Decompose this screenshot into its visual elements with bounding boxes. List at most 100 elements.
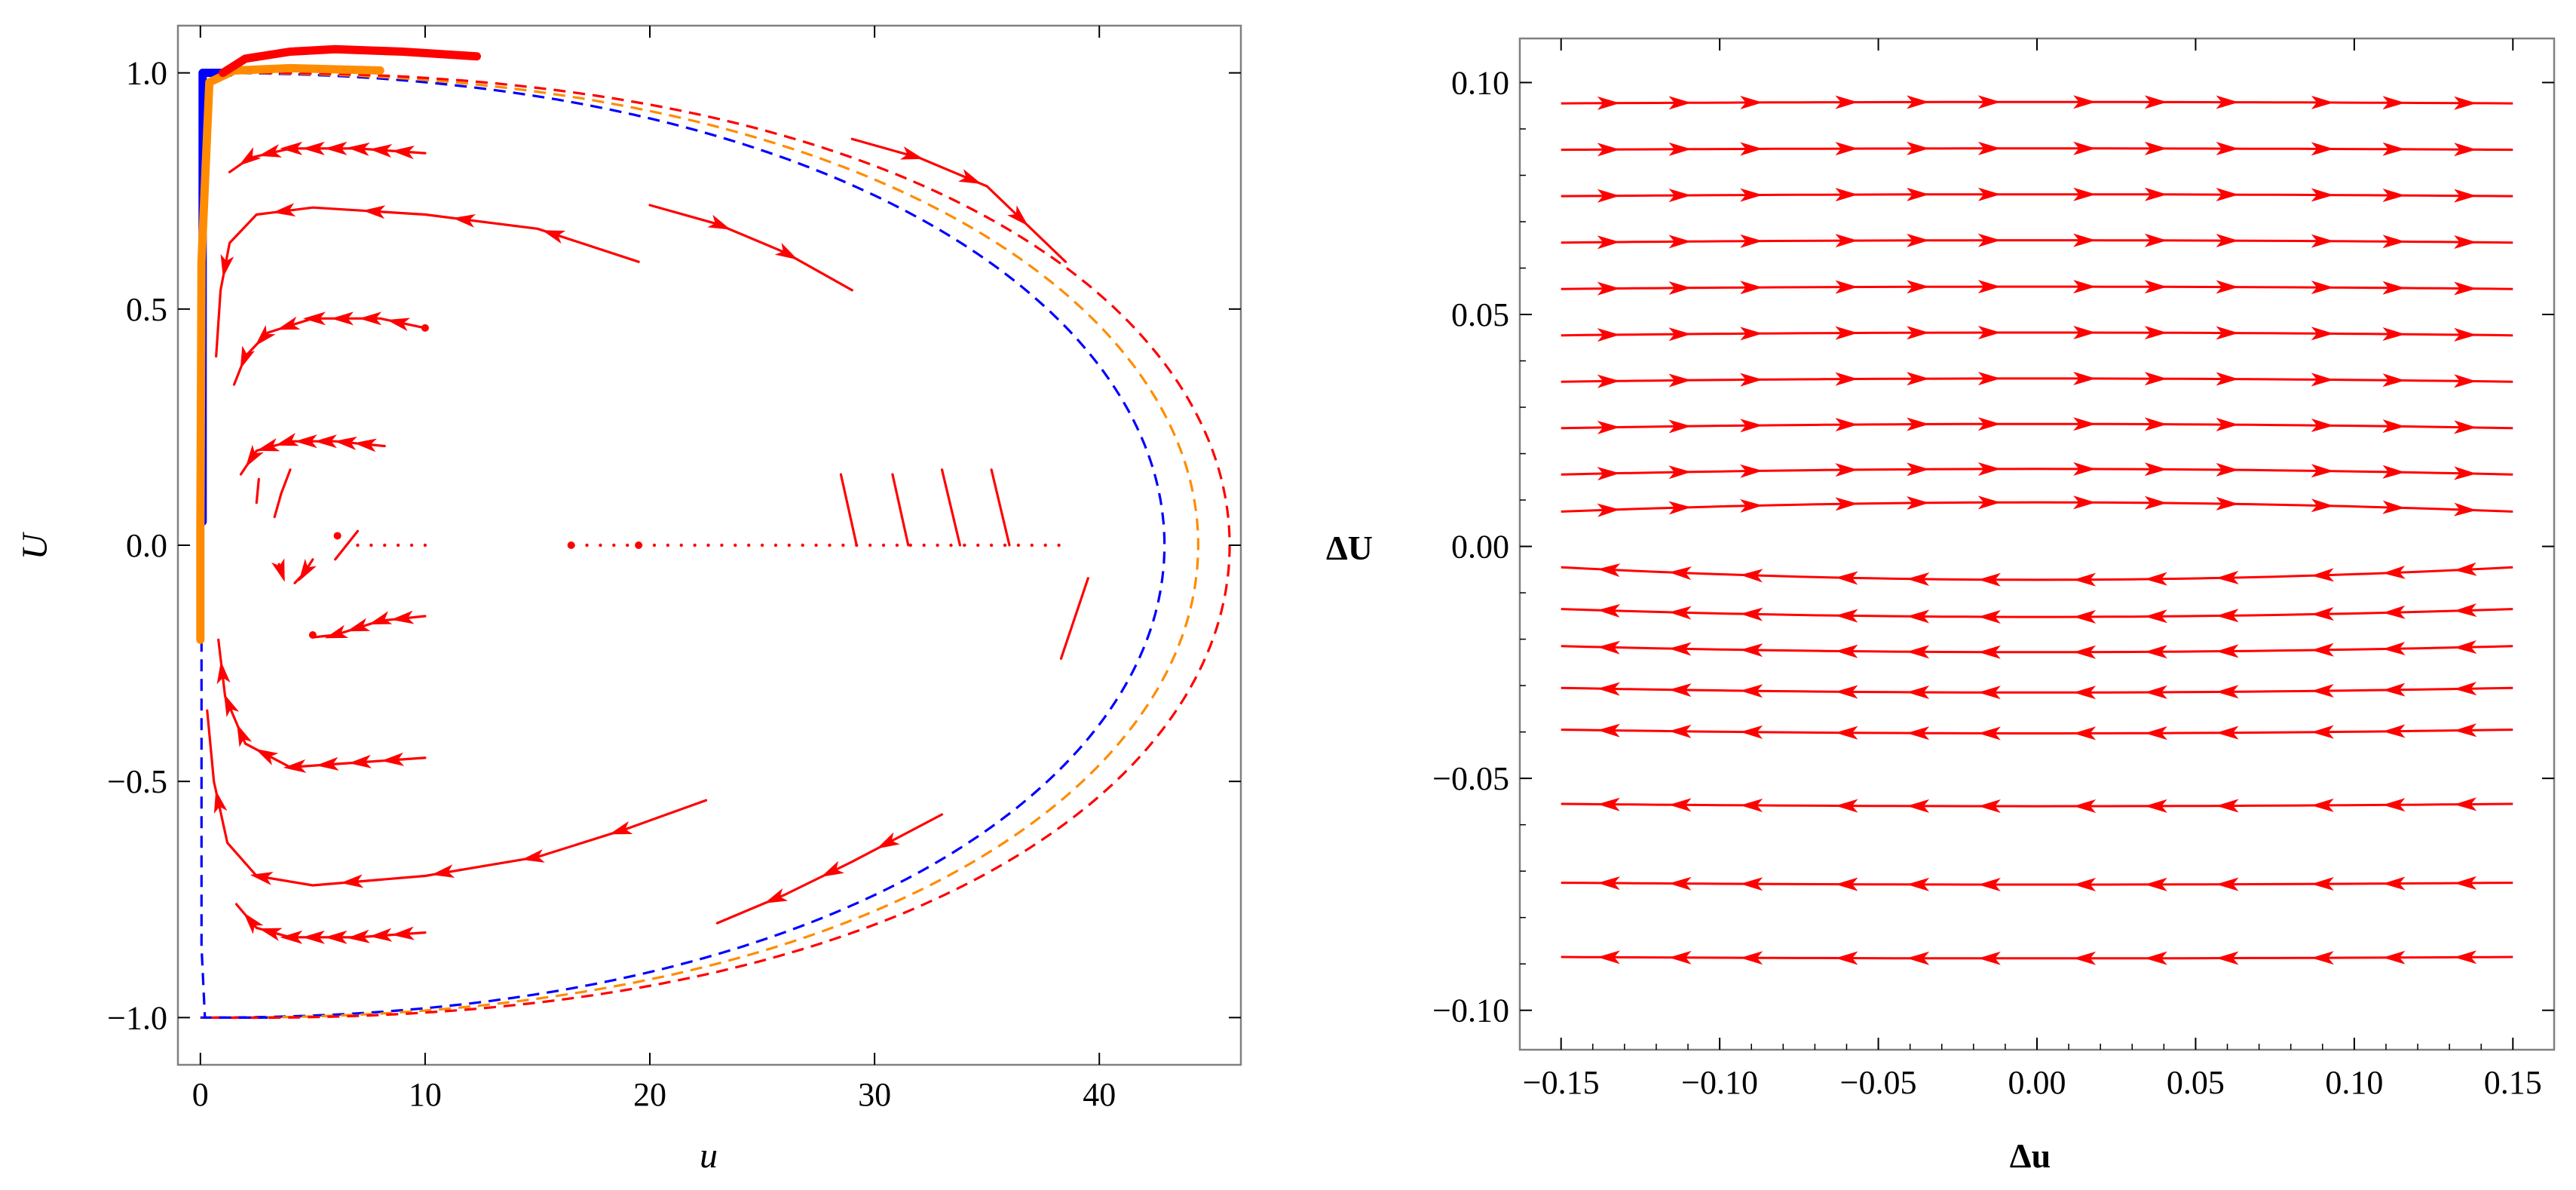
streamline-arrowhead [1740, 281, 1763, 295]
streamline-arrowhead [1740, 142, 1763, 156]
trajectory-arrowhead [452, 213, 476, 228]
streamline-arrowhead [2073, 726, 2097, 741]
trajectory-arrowhead [255, 748, 279, 765]
streamline [1561, 147, 2513, 152]
dotted-point [1016, 543, 1021, 547]
trajectory-arrowhead [369, 611, 393, 625]
streamline-arrowhead [1977, 95, 2001, 109]
streamline-arrowhead [1907, 417, 1930, 431]
streamline [1561, 645, 2513, 654]
streamline-arrowhead [2382, 281, 2406, 295]
streamline-arrowhead [2216, 372, 2239, 386]
streamline-arrowhead [2216, 799, 2239, 813]
streamline-arrowhead [2144, 572, 2167, 586]
trajectory-arrowhead [821, 860, 844, 877]
left-plot-area [196, 44, 1231, 1020]
streamline-arrowhead [2311, 95, 2334, 109]
dotted-point [828, 543, 832, 547]
dotted-point [612, 543, 616, 547]
dotted-point [855, 543, 859, 547]
streamline-arrowhead [1740, 877, 1763, 891]
streamline-arrowhead [1907, 462, 1930, 477]
trajectory-arrowhead [354, 438, 377, 452]
streamline-arrowhead [2382, 142, 2406, 156]
streamline-arrowhead [1668, 96, 1692, 110]
streamline-arrowhead [2073, 572, 2097, 587]
streamline-arrowhead [2454, 143, 2477, 157]
trajectory-arrowhead [259, 928, 283, 941]
streamline-arrowhead [1740, 799, 1763, 813]
boundary-curve-orange [201, 72, 1200, 1019]
streamline-arrowhead [1977, 610, 2001, 624]
trajectory-arrowhead [275, 432, 299, 446]
streamline-arrowhead [1835, 571, 1858, 585]
streamline-arrowhead [2073, 495, 2097, 510]
streamline-arrowhead [1907, 877, 1930, 891]
right-linearized-field: −0.15 −0.10 −0.05 0.00 0.05 0.10 0.15 −0… [1326, 37, 2556, 1175]
trajectory-arrowhead [359, 311, 382, 326]
equilibrium-dot [635, 541, 643, 549]
streamline-arrowhead [2311, 877, 2334, 891]
dotted-point [599, 543, 602, 547]
streamline-arrowhead [2216, 417, 2239, 431]
trajectory-arrowhead [272, 203, 296, 217]
streamline-arrowhead [2311, 142, 2334, 156]
streamline-arrowhead [2382, 96, 2406, 110]
right-x-tick-label: 0.00 [2008, 1064, 2066, 1101]
streamline-arrowhead [1740, 234, 1763, 248]
trajectory-arrowhead [280, 930, 303, 944]
streamline-arrowhead [2382, 682, 2406, 697]
trajectory-curve [839, 473, 858, 547]
streamline-arrowhead [2382, 724, 2406, 738]
dotted-point [706, 543, 710, 547]
left-axis-ticks [178, 26, 1241, 1065]
left-y-tick-label: −0.5 [107, 763, 167, 800]
streamline-arrowhead [1597, 374, 1620, 388]
right-x-axis-label: Δu [2010, 1136, 2051, 1175]
streamline-arrowhead [2073, 233, 2097, 247]
streamline-arrowhead [1597, 281, 1620, 296]
dotted-point [409, 543, 414, 547]
dotted-point [949, 543, 953, 547]
streamline-arrowhead [2382, 419, 2406, 434]
streamline-arrowhead [2311, 373, 2334, 387]
trajectory-arrowhead [324, 624, 349, 639]
trajectory-arrowhead [541, 230, 566, 244]
streamline-arrowhead [1977, 141, 2001, 155]
trajectory-curve [990, 468, 1011, 547]
streamline-arrowhead [2073, 280, 2097, 294]
streamline-arrowhead [2144, 233, 2167, 247]
trajectory-arrowhead [346, 618, 371, 632]
streamline-arrowhead [2382, 327, 2406, 341]
streamline-arrowhead [2144, 462, 2167, 477]
dotted-point [383, 543, 387, 547]
trajectory-arrowhead [302, 141, 325, 155]
streamline-arrowhead [1907, 951, 1930, 965]
streamline-arrowhead [2073, 95, 2097, 109]
streamline-arrowhead [2144, 417, 2167, 431]
dotted-point [652, 543, 657, 547]
streamline-arrowhead [2216, 234, 2239, 248]
streamline-arrowhead [1597, 682, 1620, 696]
streamline-arrowhead [2144, 141, 2167, 155]
streamline-arrowhead [1668, 189, 1692, 203]
trajectory-arrowhead [324, 141, 348, 155]
streamline-arrowhead [1740, 419, 1763, 433]
right-x-tick-labels: −0.15 −0.10 −0.05 0.00 0.05 0.10 0.15 [1523, 1064, 2542, 1101]
streamline-arrowhead [1835, 609, 1858, 623]
right-y-tick-labels: −0.10 −0.05 0.00 0.05 0.10 [1432, 64, 1509, 1029]
trajectory-arrowhead [391, 610, 415, 624]
streamline-arrowhead [1977, 233, 2001, 247]
streamline [1561, 331, 2513, 337]
streamline [1561, 882, 2513, 886]
trajectory-arrowhead [240, 345, 256, 370]
streamline-arrowhead [2216, 725, 2239, 740]
streamline-arrowhead [2216, 95, 2239, 109]
streamline-arrowhead [1907, 799, 1930, 813]
trajectory-arrowhead [324, 930, 348, 944]
trajectory-arrowhead [340, 874, 364, 888]
dotted-point [734, 543, 737, 547]
streamline-arrowhead [2311, 234, 2334, 248]
